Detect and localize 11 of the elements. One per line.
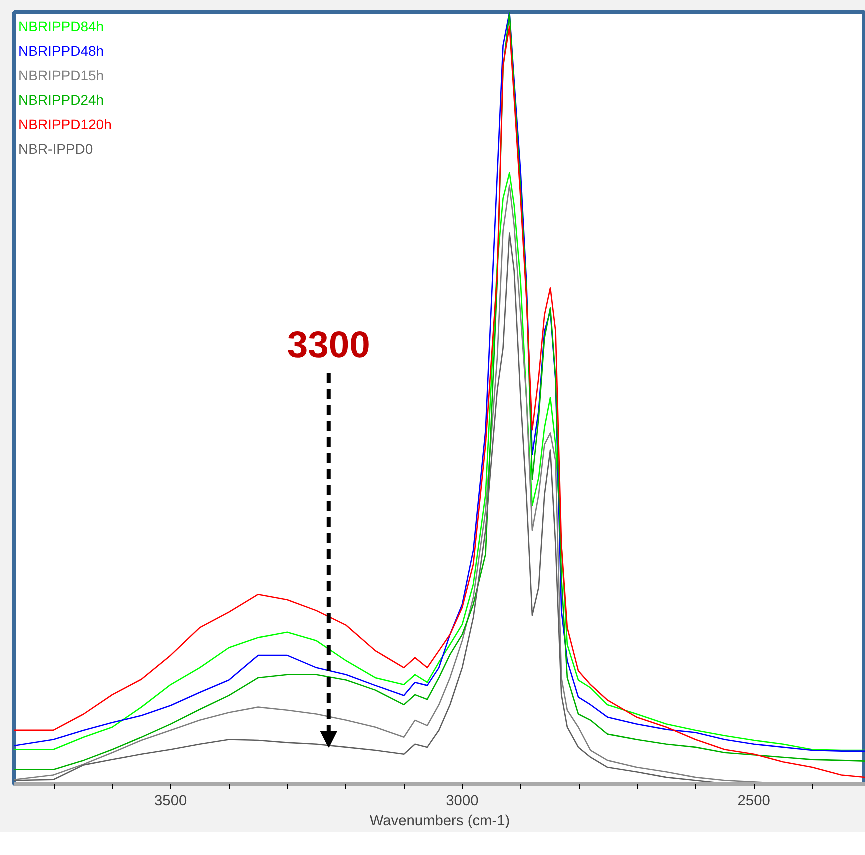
text: NBRIPPD15h xyxy=(18,68,104,84)
x-tick-label: 2500 xyxy=(738,794,770,810)
annotation: 3300 xyxy=(287,324,370,366)
text: NBRIPPD48h xyxy=(18,43,104,59)
text: NBRIPPD24h xyxy=(18,92,104,108)
x-axis-title: Wavenumbers (cm-1) xyxy=(370,814,510,830)
text: NBR-IPPD0 xyxy=(18,141,94,157)
text: NBRIPPD120h xyxy=(18,116,112,132)
x-tick-label: 3000 xyxy=(446,794,479,810)
x-tick-label: 3500 xyxy=(154,794,188,810)
text: NBRIPPD84h xyxy=(18,18,104,34)
